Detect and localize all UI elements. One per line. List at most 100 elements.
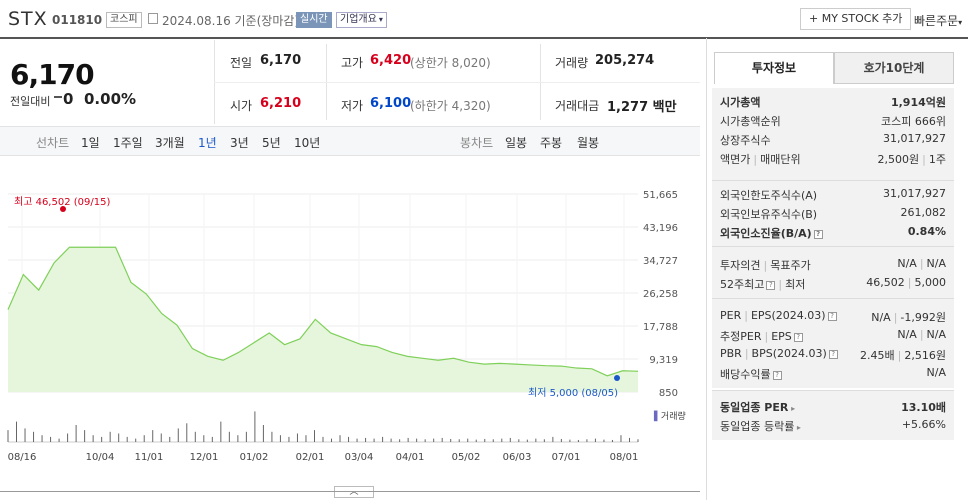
est-eps-label: EPS bbox=[771, 330, 792, 343]
quick-order-label: 빠른주문 bbox=[914, 14, 959, 28]
info-group-foreign: 외국인한도주식수(A) 31,017,927 외국인보유주식수(B) 261,082… bbox=[712, 180, 954, 246]
range-10y[interactable]: 10년 bbox=[294, 136, 321, 150]
high-marker bbox=[60, 206, 66, 212]
candle-daily[interactable]: 일봉 bbox=[505, 136, 528, 150]
help-icon[interactable]: ? bbox=[828, 349, 838, 359]
x-tick-label: 08/01 bbox=[610, 452, 639, 463]
current-price: 6,170 bbox=[10, 58, 95, 91]
x-tick-labels: 08/16 10/04 11/01 12/01 01/02 02/01 03/04 04/01… bbox=[8, 452, 639, 463]
prev-close-label: 전일 bbox=[230, 56, 253, 70]
help-icon[interactable]: ? bbox=[772, 370, 782, 380]
y-tick-label: 51,665 bbox=[643, 190, 678, 201]
eps-label: EPS(2024.03) bbox=[750, 309, 826, 322]
rank-value: 코스피 666위 bbox=[881, 115, 946, 128]
bps-value: 2,516원 bbox=[904, 349, 946, 362]
foreign-ratio-value: 0.84% bbox=[907, 225, 946, 238]
change-pct: 0.00% bbox=[84, 90, 137, 108]
x-tick-label: 12/01 bbox=[190, 452, 219, 463]
chart-range-bar bbox=[0, 126, 700, 156]
per-label: PER bbox=[720, 309, 742, 322]
x-tick-label: 03/04 bbox=[345, 452, 374, 463]
prev-close-value: 6,170 bbox=[260, 53, 302, 68]
candle-weekly[interactable]: 주봉 bbox=[540, 136, 563, 150]
foreign-limit-value: 31,017,927 bbox=[883, 187, 946, 200]
x-tick-label: 05/02 bbox=[452, 452, 481, 463]
high-value: 6,420 bbox=[370, 53, 412, 68]
y-tick-labels: 51,665 43,196 34,727 26,258 17,788 9,319 850 bbox=[643, 190, 678, 399]
x-tick-label: 07/01 bbox=[552, 452, 581, 463]
volume-legend: ▌거래량 bbox=[654, 412, 686, 422]
quick-order-button[interactable]: 빠른주문▾ bbox=[914, 12, 962, 29]
change-value: 0 bbox=[63, 90, 74, 108]
shares-label: 상장주식수 bbox=[720, 134, 771, 147]
est-eps-value: N/A bbox=[926, 328, 946, 341]
y-tick-label: 34,727 bbox=[643, 256, 678, 267]
sector-chg-link[interactable]: 동일업종 등락률 ▸ bbox=[720, 420, 801, 433]
x-tick-label: 08/16 bbox=[8, 452, 37, 463]
amount-value: 1,277 백만 bbox=[607, 100, 677, 115]
stock-code: 011810 bbox=[52, 13, 103, 27]
range-3m[interactable]: 3개월 bbox=[155, 136, 185, 150]
sector-per-value: 13.10배 bbox=[901, 401, 946, 414]
bps-label: BPS(2024.03) bbox=[751, 347, 827, 360]
range-5y[interactable]: 5년 bbox=[262, 136, 281, 150]
market-cap-value: 1,914억원 bbox=[890, 96, 946, 109]
est-per-value: N/A bbox=[897, 328, 917, 341]
est-per-label: 추정PER bbox=[720, 330, 762, 343]
sector-per-link[interactable]: 동일업종 PER ▸ bbox=[720, 401, 796, 414]
mystock-add-button[interactable]: + MY STOCK 추가 bbox=[800, 8, 912, 30]
collapse-button[interactable]: ︿ bbox=[334, 486, 374, 498]
target-label: 목표주가 bbox=[770, 259, 811, 272]
par-label: 액면가 bbox=[720, 153, 751, 166]
realtime-badge[interactable]: 실시간 bbox=[296, 12, 332, 28]
sector-chg-value: +5.66% bbox=[901, 418, 946, 431]
stock-name: STX bbox=[8, 8, 48, 30]
foreign-limit-label: 외국인한도주식수(A) bbox=[720, 189, 818, 202]
foreign-hold-label: 외국인보유주식수(B) bbox=[720, 208, 818, 221]
lower-limit-text: (하한가 4,320) bbox=[410, 99, 491, 113]
market-badge: 코스피 bbox=[106, 12, 142, 28]
chevron-down-icon: ▾ bbox=[958, 18, 963, 27]
bottom-divider bbox=[0, 491, 700, 492]
divider bbox=[214, 82, 700, 83]
help-icon[interactable]: ? bbox=[793, 332, 803, 342]
y-tick-label: 43,196 bbox=[643, 223, 678, 234]
candle-chart-label: 봉차트 bbox=[460, 136, 494, 150]
per-value: N/A bbox=[871, 311, 891, 324]
range-1y[interactable]: 1년 bbox=[198, 136, 217, 150]
header-divider bbox=[0, 37, 968, 39]
chevron-down-icon: ▾ bbox=[378, 15, 383, 24]
tab-order-book[interactable]: 호가10단계 bbox=[834, 52, 954, 84]
low-value: 6,100 bbox=[370, 96, 412, 111]
company-overview-dropdown[interactable]: 기업개요 ▾ bbox=[336, 12, 387, 28]
price-line bbox=[7, 246, 639, 377]
w52-high-value: 46,502 bbox=[866, 276, 905, 289]
help-icon[interactable]: ? bbox=[766, 280, 776, 290]
price-chart[interactable]: 51,665 43,196 34,727 26,258 17,788 9,319 850 0… bbox=[0, 180, 700, 485]
upper-limit-text: (상한가 8,020) bbox=[410, 56, 491, 70]
tab-invest-info[interactable]: 투자정보 bbox=[714, 52, 834, 84]
range-1w[interactable]: 1주일 bbox=[113, 136, 143, 150]
y-tick-label: 26,258 bbox=[643, 289, 678, 300]
foreign-hold-value: 261,082 bbox=[900, 206, 947, 219]
range-1d[interactable]: 1일 bbox=[81, 136, 100, 150]
y-tick-label: 17,788 bbox=[643, 322, 678, 333]
foreign-ratio-label: 외국인소진율(B/A) bbox=[720, 227, 812, 240]
chart-area bbox=[7, 246, 639, 392]
right-panel bbox=[706, 38, 968, 500]
open-value: 6,210 bbox=[260, 96, 302, 111]
change-label: 전일대비 bbox=[10, 95, 51, 108]
help-icon[interactable]: ? bbox=[813, 229, 823, 239]
x-tick-label: 01/02 bbox=[240, 452, 269, 463]
unit-value: 1주 bbox=[928, 153, 946, 166]
line-chart-label: 선차트 bbox=[36, 136, 70, 150]
w52-high-label: 52주최고 bbox=[720, 278, 765, 291]
w52-low-value: 5,000 bbox=[914, 276, 947, 289]
opinion-value: N/A bbox=[897, 257, 917, 270]
candle-monthly[interactable]: 월봉 bbox=[577, 136, 600, 150]
help-icon[interactable]: ? bbox=[827, 311, 837, 321]
open-label: 시가 bbox=[230, 99, 253, 113]
calendar-icon bbox=[148, 13, 158, 24]
range-3y[interactable]: 3년 bbox=[230, 136, 249, 150]
volume-value: 205,274 bbox=[595, 53, 655, 68]
